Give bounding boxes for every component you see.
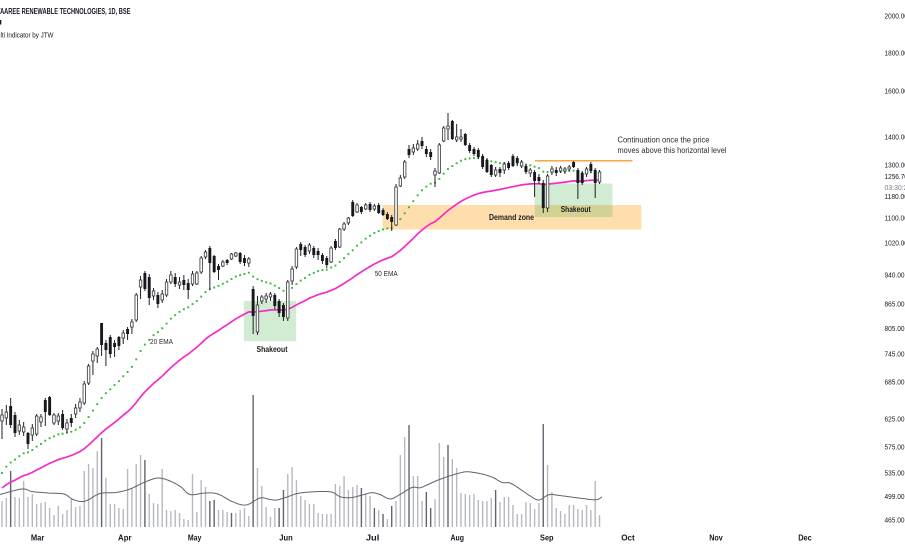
svg-text:1020.00: 1020.00: [885, 239, 905, 248]
svg-text:1180.00: 1180.00: [885, 192, 905, 201]
svg-text:Nov: Nov: [709, 534, 723, 543]
svg-text:Demand zone: Demand zone: [489, 213, 534, 222]
svg-text:2000.00: 2000.00: [885, 11, 905, 20]
svg-text:745.00: 745.00: [885, 350, 905, 359]
svg-text:20 EMA: 20 EMA: [150, 337, 173, 346]
svg-text:940.00: 940.00: [885, 270, 905, 279]
svg-text:Dec: Dec: [798, 534, 812, 543]
svg-text:Oct: Oct: [621, 534, 635, 543]
svg-text:499.00: 499.00: [885, 492, 905, 501]
svg-text:805.00: 805.00: [885, 324, 905, 333]
svg-text:50 EMA: 50 EMA: [375, 269, 398, 278]
svg-text:Shakeout: Shakeout: [257, 345, 288, 354]
svg-text:1300.00: 1300.00: [885, 161, 905, 170]
svg-text:535.00: 535.00: [885, 469, 905, 478]
svg-text:Apr: Apr: [118, 534, 132, 543]
svg-text:685.00: 685.00: [885, 378, 905, 387]
svg-text:1256.70: 1256.70: [885, 172, 905, 181]
svg-text:625.00: 625.00: [885, 415, 905, 424]
svg-text:Sep: Sep: [540, 534, 554, 543]
svg-text:575.00: 575.00: [885, 443, 905, 452]
svg-text:Jun: Jun: [279, 534, 293, 543]
svg-text:1600.00: 1600.00: [885, 87, 905, 96]
svg-text:Continuation once the price: Continuation once the price: [618, 135, 711, 144]
svg-text:Aug: Aug: [450, 534, 464, 543]
svg-text:1400.00: 1400.00: [885, 133, 905, 142]
svg-text:WAAREE RENEWABLE TECHNOLOGIES,: WAAREE RENEWABLE TECHNOLOGIES, 1D, BSE: [0, 7, 131, 16]
svg-text:May: May: [188, 534, 202, 543]
svg-text:1100.00: 1100.00: [885, 214, 905, 223]
svg-text:moves above this horizontal le: moves above this horizontal level: [618, 146, 727, 155]
svg-text:865.00: 865.00: [885, 299, 905, 308]
svg-text:Mar: Mar: [31, 534, 45, 543]
svg-text:465.00: 465.00: [885, 516, 905, 525]
svg-text:03:30:21: 03:30:21: [885, 183, 905, 192]
svg-text:1800.00: 1800.00: [885, 48, 905, 57]
svg-text:Shakeout: Shakeout: [561, 205, 591, 214]
svg-text:Jul: Jul: [366, 534, 380, 543]
svg-text:Multi Indicator by JTW: Multi Indicator by JTW: [0, 31, 54, 40]
